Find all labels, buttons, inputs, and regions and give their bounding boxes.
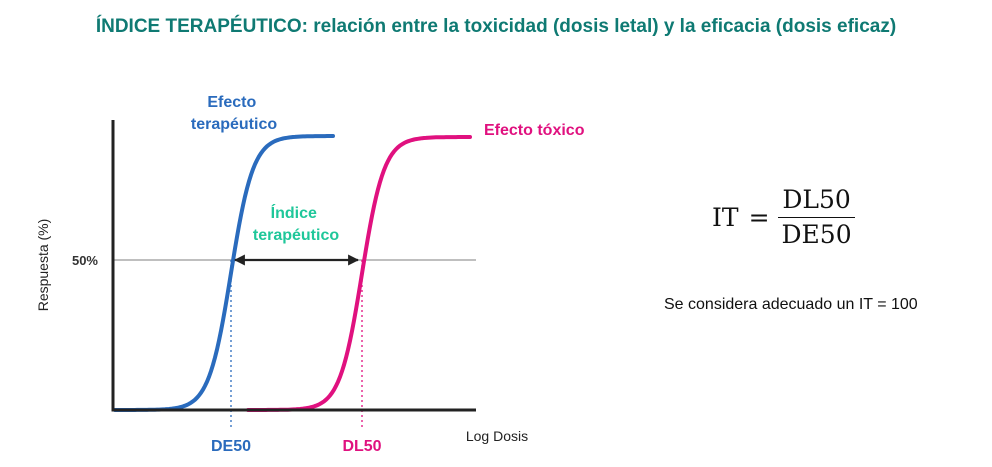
x-axis-label: Log Dosis: [466, 428, 528, 444]
de50-marker-label: DE50: [211, 438, 251, 455]
therapeutic-effect-label-line-1: Efecto: [207, 94, 256, 111]
toxic-effect-curve: [246, 135, 472, 412]
formula-denominator: DE50: [781, 220, 852, 249]
therapeutic-index-label-line-2: terapéutico: [253, 227, 339, 244]
therapeutic-index-formula: IT = DL50 DE50: [712, 186, 856, 249]
y-tick-label-50: 50%: [72, 253, 98, 268]
y-axis-label: Respuesta (%): [35, 219, 51, 312]
therapeutic-effect-label: Efecto terapéutico: [191, 94, 277, 133]
toxic-effect-label: Efecto tóxico: [484, 122, 585, 139]
therapeutic-effect-curve: [113, 134, 335, 412]
formula-fraction: DL50 DE50: [778, 186, 856, 249]
page-title: ÍNDICE TERAPÉUTICO: relación entre la to…: [95, 16, 897, 37]
therapeutic-index-label-line-1: Índice: [271, 203, 317, 222]
dl50-marker-label: DL50: [342, 438, 381, 455]
formula-equals: =: [748, 203, 770, 232]
formula-lhs: IT: [712, 203, 739, 232]
formula-numerator: DL50: [778, 186, 855, 218]
it-note: Se considera adecuado un IT = 100: [664, 296, 918, 313]
therapeutic-effect-label-line-2: terapéutico: [191, 116, 277, 133]
therapeutic-index-label: Índice terapéutico: [253, 203, 339, 244]
